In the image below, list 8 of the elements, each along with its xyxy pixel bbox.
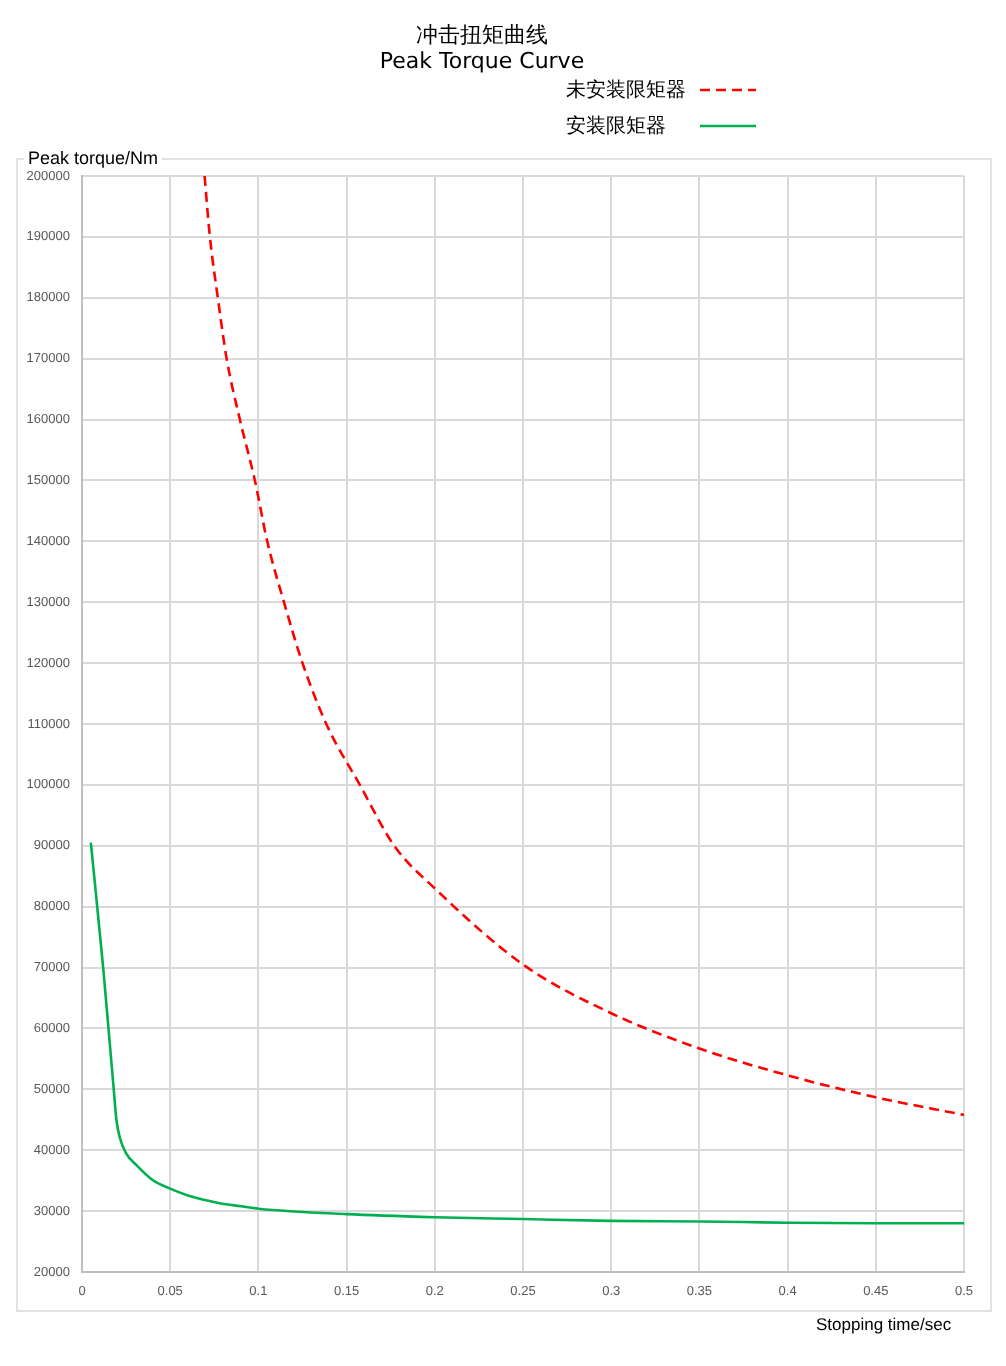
- line-series: [89, 841, 964, 1225]
- chart-subtitle: Peak Torque Curve: [377, 48, 587, 74]
- y-axis-title: Peak torque/Nm: [24, 148, 163, 168]
- line-series: [203, 176, 964, 1117]
- chart-title: 冲击扭矩曲线: [414, 22, 550, 48]
- legend-label: 未安装限矩器: [566, 77, 688, 104]
- legend-label: 安装限矩器: [566, 113, 668, 140]
- x-axis-title: Stopping time/sec: [814, 1314, 954, 1334]
